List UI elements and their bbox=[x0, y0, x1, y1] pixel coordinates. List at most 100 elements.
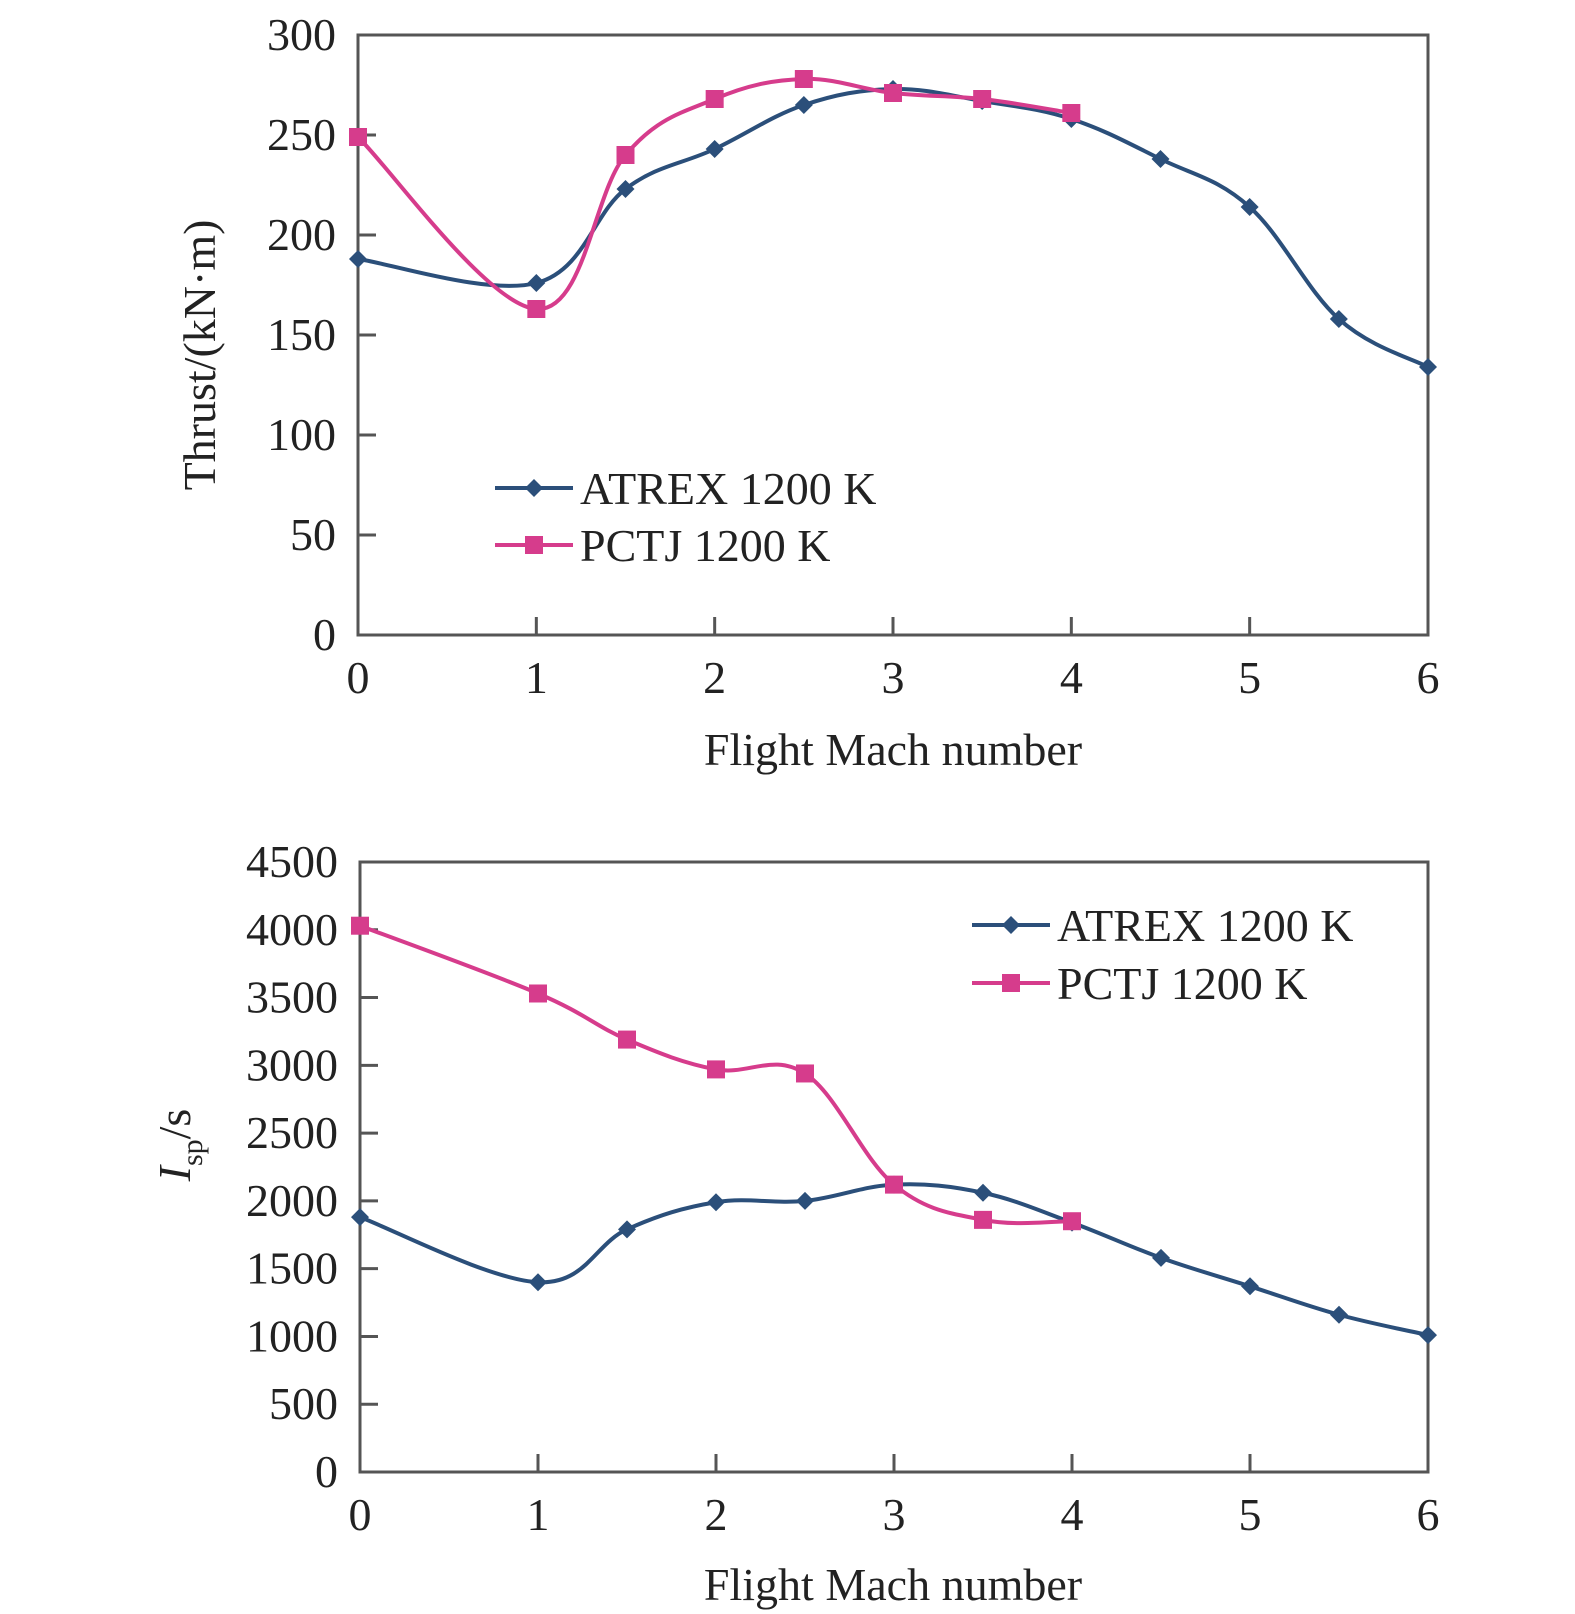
isp-point-atrex bbox=[796, 1191, 814, 1210]
thrust-point-atrex bbox=[527, 274, 546, 292]
isp-x-tick-label: 6 bbox=[1417, 1489, 1440, 1540]
thrust-point-atrex bbox=[349, 250, 367, 268]
thrust-series bbox=[349, 70, 1437, 376]
isp-x-axis: 0 1 2 3 4 5 6 bbox=[349, 1454, 1440, 1540]
isp-y-tick-label: 4000 bbox=[246, 904, 338, 955]
thrust-legend-entry-pctj: PCTJ 1200 K bbox=[495, 520, 830, 571]
thrust-point-atrex bbox=[1419, 358, 1437, 376]
isp-x-tick-label: 0 bbox=[349, 1489, 372, 1540]
thrust-y-tick-label: 50 bbox=[290, 509, 336, 560]
thrust-x-tick-label: 5 bbox=[1238, 652, 1261, 703]
isp-x-axis-title: Flight Mach number bbox=[704, 1559, 1082, 1610]
thrust-y-tick-label: 100 bbox=[267, 409, 336, 460]
legend-square-marker bbox=[525, 536, 543, 554]
isp-series bbox=[351, 916, 1437, 1345]
thrust-x-tick-label: 4 bbox=[1060, 652, 1083, 703]
thrust-y-tick-label: 250 bbox=[267, 109, 336, 160]
isp-point-pctj bbox=[796, 1064, 814, 1083]
thrust-x-tick-label: 0 bbox=[347, 652, 370, 703]
thrust-y-tick-label: 200 bbox=[267, 209, 336, 260]
thrust-point-pctj bbox=[884, 84, 902, 102]
isp-y-axis-title-symbol: I bbox=[149, 1163, 200, 1182]
isp-point-atrex bbox=[351, 1208, 369, 1227]
isp-series-line-atrex bbox=[359, 1182, 1429, 1338]
isp-legend-label-pctj: PCTJ 1200 K bbox=[1057, 958, 1307, 1009]
isp-point-pctj bbox=[618, 1030, 636, 1049]
isp-y-axis-title-subscript: sp bbox=[176, 1139, 209, 1166]
isp-point-atrex bbox=[1152, 1248, 1170, 1267]
isp-chart: 0 500 1000 1500 2000 2500 3000 3500 4000 4500 0 1 2… bbox=[149, 836, 1440, 1610]
thrust-point-atrex bbox=[1329, 310, 1348, 328]
isp-y-tick-label: 3000 bbox=[246, 1039, 338, 1090]
thrust-x-axis-title: Flight Mach number bbox=[704, 724, 1082, 775]
isp-legend-label-atrex: ATREX 1200 K bbox=[1057, 900, 1353, 951]
thrust-point-pctj bbox=[527, 300, 546, 318]
thrust-y-axis-title: Thrust/(kN·m) bbox=[174, 220, 225, 491]
thrust-point-atrex bbox=[1151, 150, 1170, 168]
isp-x-tick-label: 1 bbox=[527, 1489, 550, 1540]
thrust-y-axis: 0 50 100 150 200 250 300 bbox=[267, 9, 376, 660]
thrust-series-line-pctj bbox=[356, 76, 1072, 312]
thrust-series-line-atrex bbox=[357, 86, 1429, 369]
isp-legend-entry-pctj: PCTJ 1200 K bbox=[972, 958, 1307, 1009]
isp-y-tick-label: 3500 bbox=[246, 972, 338, 1023]
thrust-x-tick-label: 2 bbox=[703, 652, 726, 703]
isp-y-axis-title: Isp/s bbox=[149, 1109, 209, 1183]
isp-point-atrex bbox=[1241, 1277, 1259, 1296]
isp-point-pctj bbox=[885, 1175, 903, 1194]
isp-y-tick-label: 0 bbox=[315, 1446, 338, 1497]
isp-point-atrex bbox=[618, 1220, 636, 1239]
legend-square-marker bbox=[1002, 974, 1020, 992]
thrust-point-pctj bbox=[794, 70, 813, 88]
isp-y-axis-title-unit: /s bbox=[149, 1109, 200, 1140]
thrust-y-tick-label: 0 bbox=[313, 609, 336, 660]
thrust-point-atrex bbox=[705, 140, 724, 158]
isp-y-tick-label: 2500 bbox=[246, 1107, 338, 1158]
thrust-point-pctj bbox=[616, 146, 635, 164]
isp-point-pctj bbox=[707, 1060, 725, 1079]
isp-point-atrex bbox=[974, 1183, 992, 1202]
thrust-legend-label-pctj: PCTJ 1200 K bbox=[580, 520, 830, 571]
thrust-legend-entry-atrex: ATREX 1200 K bbox=[495, 463, 876, 514]
isp-point-pctj bbox=[529, 984, 547, 1003]
isp-x-tick-label: 2 bbox=[705, 1489, 728, 1540]
thrust-point-atrex bbox=[1240, 198, 1259, 216]
thrust-point-pctj bbox=[349, 128, 367, 146]
thrust-x-tick-label: 3 bbox=[882, 652, 905, 703]
thrust-point-pctj bbox=[973, 90, 992, 108]
thrust-point-atrex bbox=[616, 180, 635, 198]
isp-point-atrex bbox=[707, 1193, 725, 1212]
isp-point-atrex bbox=[529, 1273, 547, 1292]
isp-point-pctj bbox=[974, 1210, 992, 1229]
isp-y-tick-label: 500 bbox=[269, 1378, 338, 1429]
thrust-x-axis: 0 1 2 3 4 5 6 bbox=[347, 617, 1440, 703]
legend-diamond-marker bbox=[525, 479, 543, 497]
thrust-x-tick-label: 1 bbox=[525, 652, 548, 703]
isp-y-tick-label: 1000 bbox=[246, 1310, 338, 1361]
isp-y-axis: 0 500 1000 1500 2000 2500 3000 3500 4000 4500 bbox=[246, 836, 378, 1497]
isp-point-pctj bbox=[351, 916, 369, 935]
thrust-point-atrex bbox=[794, 96, 813, 114]
isp-legend: ATREX 1200 K PCTJ 1200 K bbox=[972, 900, 1353, 1009]
thrust-point-pctj bbox=[1062, 104, 1081, 122]
thrust-legend-label-atrex: ATREX 1200 K bbox=[580, 463, 876, 514]
isp-x-tick-label: 3 bbox=[883, 1489, 906, 1540]
isp-x-tick-label: 4 bbox=[1061, 1489, 1084, 1540]
isp-plot-frame bbox=[358, 860, 1430, 1474]
isp-x-tick-label: 5 bbox=[1239, 1489, 1262, 1540]
isp-legend-entry-atrex: ATREX 1200 K bbox=[972, 900, 1353, 951]
isp-point-pctj bbox=[1063, 1212, 1081, 1231]
isp-y-tick-label: 4500 bbox=[246, 836, 338, 887]
svg-text:Isp/s: Isp/s bbox=[149, 1109, 209, 1183]
thrust-y-tick-label: 300 bbox=[267, 9, 336, 60]
thrust-legend: ATREX 1200 K PCTJ 1200 K bbox=[495, 463, 876, 571]
isp-y-tick-label: 2000 bbox=[246, 1175, 338, 1226]
legend-diamond-marker bbox=[1002, 916, 1020, 934]
thrust-point-pctj bbox=[705, 90, 724, 108]
thrust-y-tick-label: 150 bbox=[267, 309, 336, 360]
isp-y-tick-label: 1500 bbox=[246, 1243, 338, 1294]
isp-point-atrex bbox=[1419, 1326, 1437, 1345]
thrust-chart: 0 50 100 150 200 250 300 0 1 2 3 4 5 6 Flight Mach n… bbox=[174, 9, 1440, 775]
thrust-x-tick-label: 6 bbox=[1417, 652, 1440, 703]
